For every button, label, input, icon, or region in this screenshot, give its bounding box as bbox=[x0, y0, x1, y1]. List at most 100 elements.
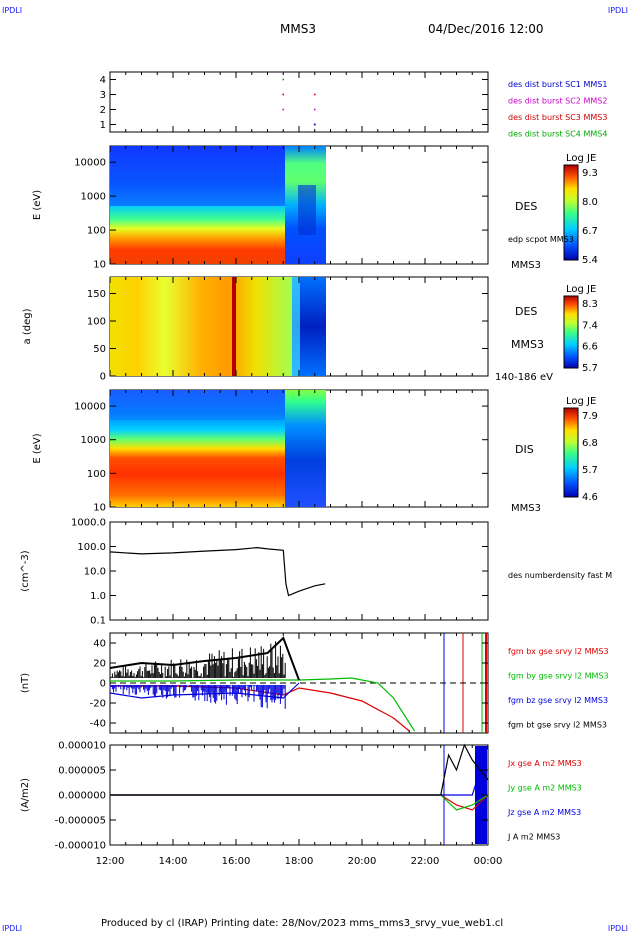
colorbar-tick-label: 8.3 bbox=[582, 299, 598, 310]
x-tick-label: 20:00 bbox=[348, 856, 377, 867]
des-pitch-angle-spectrogram bbox=[110, 277, 326, 376]
y-axis-title: E (eV) bbox=[32, 190, 43, 220]
x-tick-label: 22:00 bbox=[411, 856, 440, 867]
header-spacecraft: MMS3 bbox=[280, 22, 316, 36]
y-tick-label: 10.0 bbox=[84, 567, 106, 578]
x-tick-label: 14:00 bbox=[159, 856, 188, 867]
spacecraft-label: MMS3 bbox=[511, 260, 541, 271]
y-tick-label: 20 bbox=[93, 659, 106, 670]
burst-marker bbox=[313, 123, 316, 126]
y-tick-label: 1.0 bbox=[90, 591, 106, 602]
legend-entry: des dist burst SC2 MMS2 bbox=[508, 97, 607, 106]
y-tick-label: 0 bbox=[100, 679, 106, 690]
y-axis-title: (nT) bbox=[20, 673, 31, 693]
jy-line bbox=[110, 794, 489, 811]
y-tick-label: 10 bbox=[93, 503, 106, 514]
colorbar-tick-label: 6.6 bbox=[582, 342, 598, 353]
colorbar-tick-label: 9.3 bbox=[582, 168, 598, 179]
legend-entry: fgm by gse srvy l2 MMS3 bbox=[508, 672, 609, 681]
x-tick-label: 00:00 bbox=[474, 856, 503, 867]
colorbar-tick-label: 7.9 bbox=[582, 411, 598, 422]
colorbar bbox=[563, 295, 579, 369]
x-tick-label: 18:00 bbox=[285, 856, 314, 867]
j-line bbox=[110, 743, 489, 796]
panel1-frame bbox=[109, 71, 489, 133]
y-tick-label: 50 bbox=[93, 344, 106, 355]
colorbar-tick-label: 8.0 bbox=[582, 197, 598, 208]
bz-noise bbox=[109, 685, 286, 709]
y-tick-label: -0.000005 bbox=[55, 816, 106, 827]
y-tick-label: 100 bbox=[87, 226, 106, 237]
colorbar-tick-label: 5.7 bbox=[582, 363, 598, 374]
y-tick-label: 1 bbox=[100, 120, 106, 131]
colorbar-tick-label: 6.7 bbox=[582, 226, 598, 237]
corner-label-top-left: IPDLI bbox=[2, 6, 23, 15]
burst-marker bbox=[313, 108, 316, 111]
colorbar-tick-label: 6.8 bbox=[582, 438, 598, 449]
overlay-label: edp scpot MMS3 bbox=[508, 235, 574, 244]
colorbar-tick-label: 7.4 bbox=[582, 320, 598, 331]
y-axis-title: a (deg) bbox=[22, 308, 33, 344]
y-axis-title: E (eV) bbox=[32, 433, 43, 463]
burst-marker bbox=[282, 93, 285, 96]
burst-marker bbox=[282, 108, 285, 111]
density-line bbox=[109, 546, 326, 597]
corner-label-bottom-left: IPDLI bbox=[2, 924, 23, 933]
y-tick-label: 1000.0 bbox=[71, 518, 106, 529]
y-tick-label: 1000 bbox=[81, 435, 106, 446]
y-tick-label: -20 bbox=[90, 699, 106, 710]
y-axis-title: (cm^-3) bbox=[20, 550, 31, 591]
legend-entry: des dist burst SC4 MMS4 bbox=[508, 130, 607, 139]
legend-entry: fgm bt gse srvy l2 MMS3 bbox=[508, 721, 607, 730]
colorbar-tick-label: 5.7 bbox=[582, 465, 598, 476]
y-tick-label: 100.0 bbox=[77, 542, 106, 553]
legend-entry: des numberdensity fast M bbox=[508, 571, 612, 580]
legend-entry: J A m2 MMS3 bbox=[507, 833, 560, 842]
y-tick-label: 10000 bbox=[74, 402, 106, 413]
colorbar-title: Log JE bbox=[566, 396, 596, 407]
y-axis-title: (A/m2) bbox=[20, 778, 31, 812]
header-datetime: 04/Dec/2016 12:00 bbox=[428, 22, 544, 36]
burst-marker bbox=[282, 78, 285, 81]
y-tick-label: 0.1 bbox=[90, 616, 106, 627]
footer-credits: Produced by cl (IRAP) Printing date: 28/… bbox=[101, 918, 504, 929]
spacecraft-label: MMS3 bbox=[511, 338, 544, 351]
y-tick-label: 2 bbox=[100, 105, 106, 116]
legend-entry: Jz gse A m2 MMS3 bbox=[507, 808, 581, 817]
bt-noise bbox=[109, 641, 286, 678]
colorbar-title: Log JE bbox=[566, 284, 596, 295]
boundary-lines bbox=[443, 633, 487, 845]
y-tick-label: 100 bbox=[87, 317, 106, 328]
instrument-label: DIS bbox=[515, 443, 534, 456]
y-tick-label: 100 bbox=[87, 469, 106, 480]
burst-marker bbox=[313, 93, 316, 96]
colorbar-tick-label: 5.4 bbox=[582, 255, 598, 266]
colorbar-title: Log JE bbox=[566, 153, 596, 164]
y-tick-label: 0 bbox=[100, 372, 106, 383]
y-tick-label: 4 bbox=[100, 75, 106, 86]
jz-line bbox=[110, 744, 489, 796]
panel5-frame bbox=[109, 521, 489, 621]
jx-line bbox=[110, 794, 489, 811]
colorbar-tick-label: 4.6 bbox=[582, 492, 598, 503]
legend-entry: Jx gse A m2 MMS3 bbox=[507, 759, 582, 768]
instrument-label: DES bbox=[515, 200, 537, 213]
corner-label-top-right: IPDLI bbox=[607, 6, 628, 15]
y-tick-label: 0.000005 bbox=[58, 766, 106, 777]
dis-energy-spectrogram bbox=[110, 390, 326, 507]
legend-entry: fgm bx gse srvy l2 MMS3 bbox=[508, 647, 609, 656]
x-tick-label: 16:00 bbox=[222, 856, 251, 867]
legend-entry: fgm bz gse srvy l2 MMS3 bbox=[508, 696, 608, 705]
instrument-label: DES bbox=[515, 305, 537, 318]
colorbar bbox=[563, 164, 579, 261]
y-tick-label: 150 bbox=[87, 289, 106, 300]
by-line bbox=[110, 677, 416, 732]
y-tick-label: -40 bbox=[90, 719, 106, 730]
y-tick-label: -0.000010 bbox=[55, 841, 106, 852]
y-tick-label: 1000 bbox=[81, 192, 106, 203]
des-energy-spectrogram bbox=[110, 146, 326, 264]
colorbar bbox=[563, 407, 579, 498]
legend-entry: des dist burst SC3 MMS3 bbox=[508, 113, 607, 122]
y-tick-label: 40 bbox=[93, 639, 106, 650]
